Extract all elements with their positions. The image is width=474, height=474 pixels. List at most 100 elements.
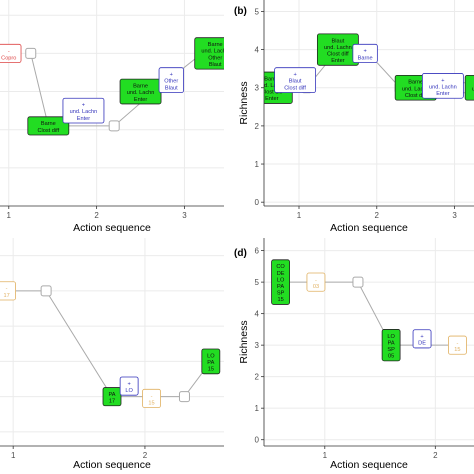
action-label-line: und. Lachn: [70, 109, 98, 115]
action-label-line: 15: [277, 297, 283, 303]
action-label-line: -: [315, 277, 317, 283]
x-axis-title: Action sequence: [330, 459, 408, 471]
action-label: -Copro: [0, 43, 22, 63]
x-tick-label: 3: [452, 211, 457, 220]
action-label-line: Barne: [408, 80, 423, 86]
action-label-line: Blaut: [209, 62, 222, 68]
action-label: +LO: [119, 376, 139, 396]
action-label-line: PA: [207, 360, 214, 366]
x-tick-label: 1: [11, 451, 16, 460]
x-axis-title: Action sequence: [330, 222, 408, 234]
action-label-line: und. Lachn: [201, 49, 229, 55]
action-label-line: -: [456, 340, 458, 346]
action-label-line: Enter: [331, 58, 345, 64]
action-label-line: DE: [418, 341, 426, 347]
action-label-line: und. Lachn: [127, 90, 155, 96]
panel-tag: (b): [234, 6, 247, 17]
action-label-line: +: [293, 72, 296, 78]
action-label-line: -: [6, 286, 8, 292]
x-tick-label: 2: [375, 211, 380, 220]
action-label-line: Blaut: [289, 79, 302, 85]
action-label-box: [194, 37, 224, 70]
action-label-line: LO: [125, 388, 133, 394]
action-label-line: Blaut: [332, 38, 345, 44]
action-label-line: Barne: [264, 76, 279, 82]
y-tick-label: 4: [255, 310, 260, 319]
action-label-line: Enter: [436, 91, 450, 97]
y-tick-label: 2: [255, 373, 260, 382]
action-label-box: [158, 67, 184, 93]
action-label-line: und. Lachn: [472, 86, 474, 92]
action-label-line: -: [8, 49, 10, 55]
y-tick-label: 2: [255, 122, 260, 131]
action-label-line: und. Lachn: [429, 84, 457, 90]
x-tick-label: 1: [323, 451, 328, 460]
y-axis-title: Richness: [238, 320, 250, 363]
action-label-line: 15: [208, 367, 214, 373]
action-label-line: +: [170, 72, 173, 78]
y-tick-label: 5: [255, 278, 260, 287]
y-tick-label: 0: [255, 198, 260, 207]
action-label-line: CO: [276, 264, 285, 270]
path-node: [40, 285, 52, 297]
y-tick-label: 6: [255, 247, 260, 256]
action-label: +DE: [412, 329, 432, 349]
action-label-line: Clost diff: [37, 128, 59, 134]
action-label-line: 15: [454, 347, 460, 353]
action-label-box: [142, 388, 161, 408]
action-label-line: +: [441, 78, 444, 84]
action-label-line: +: [127, 381, 130, 387]
action-label-line: PA: [277, 284, 284, 290]
x-axis-title: Action sequence: [73, 222, 151, 234]
action-label: -15: [142, 388, 161, 408]
action-label-box: [464, 74, 474, 101]
action-label-line: und. Lachn: [402, 86, 430, 92]
action-label-line: 05: [388, 354, 394, 360]
action-label-box: [352, 43, 378, 63]
action-label-line: Barne: [208, 42, 223, 48]
action-label-box: [201, 348, 221, 375]
x-tick-label: 2: [433, 451, 438, 460]
action-label-line: 17: [109, 399, 115, 405]
action-label-line: Barne: [358, 55, 373, 61]
action-label-box: [421, 73, 464, 99]
action-label-line: 17: [3, 293, 9, 299]
plot-area: [0, 238, 224, 446]
y-axis-title: Richness: [238, 81, 250, 124]
action-label-line: Clost diff: [327, 51, 349, 57]
action-label-box: [271, 259, 290, 305]
y-tick-label: 0: [255, 436, 260, 445]
action-label-box: [0, 43, 22, 63]
action-label-line: Barne: [41, 121, 56, 127]
action-label-line: Clost diff: [284, 85, 306, 91]
action-label-box: [27, 116, 70, 136]
action-label-line: 15: [148, 400, 154, 406]
action-label-line: Clost diff: [405, 93, 427, 99]
action-label-line: SP: [387, 347, 395, 353]
action-label-line: Copro: [1, 55, 16, 61]
action-label-box: [62, 97, 105, 124]
action-label-line: 03: [313, 284, 319, 290]
action-label-line: Blaut: [165, 85, 178, 91]
path-node: [352, 276, 364, 288]
y-tick-label: 1: [255, 404, 260, 413]
action-label-line: PA: [108, 392, 115, 398]
plot-area: [264, 238, 474, 446]
